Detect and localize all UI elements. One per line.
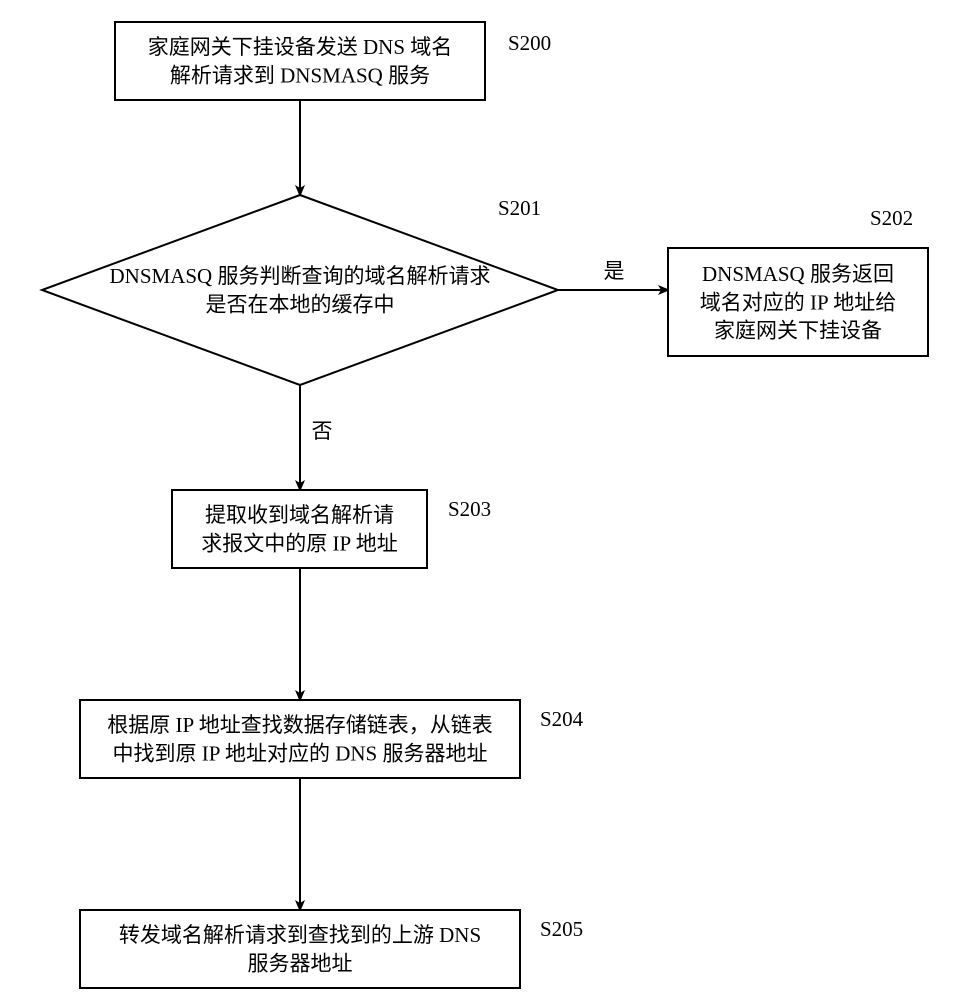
edge-label: 是 xyxy=(604,259,625,283)
node-text: 家庭网关下挂设备发送 DNS 域名 xyxy=(148,35,453,59)
node-text: 转发域名解析请求到查找到的上游 DNS xyxy=(119,923,481,947)
flow-node-s204 xyxy=(80,700,520,778)
flow-node-s201 xyxy=(42,195,558,385)
flowchart-diagram: 是否 家庭网关下挂设备发送 DNS 域名解析请求到 DNSMASQ 服务 S200 D… xyxy=(0,0,963,1000)
step-label: S201 xyxy=(498,196,541,220)
node-text: DNSMASQ 服务返回 xyxy=(702,262,894,286)
step-label: S200 xyxy=(508,31,551,55)
node-text: 提取收到域名解析请 xyxy=(205,503,394,527)
step-label: S203 xyxy=(448,497,491,521)
node-text: 中找到原 IP 地址对应的 DNS 服务器地址 xyxy=(113,742,488,766)
flow-node-s200 xyxy=(115,22,485,100)
node-text: 求报文中的原 IP 地址 xyxy=(201,532,397,556)
step-label: S202 xyxy=(870,206,913,230)
edge-label: 否 xyxy=(312,419,333,443)
node-text: 家庭网关下挂设备 xyxy=(714,319,882,343)
step-label: S205 xyxy=(540,917,583,941)
node-text: DNSMASQ 服务判断查询的域名解析请求 xyxy=(110,264,491,288)
node-text: 解析请求到 DNSMASQ 服务 xyxy=(170,64,430,88)
node-text: 根据原 IP 地址查找数据存储链表，从链表 xyxy=(107,713,492,737)
flow-node-s203 xyxy=(172,490,427,568)
node-text: 域名对应的 IP 地址给 xyxy=(700,290,896,314)
step-label: S204 xyxy=(540,707,584,731)
node-text: 是否在本地的缓存中 xyxy=(206,293,395,317)
flow-node-s205 xyxy=(80,910,520,988)
node-text: 服务器地址 xyxy=(248,952,353,976)
